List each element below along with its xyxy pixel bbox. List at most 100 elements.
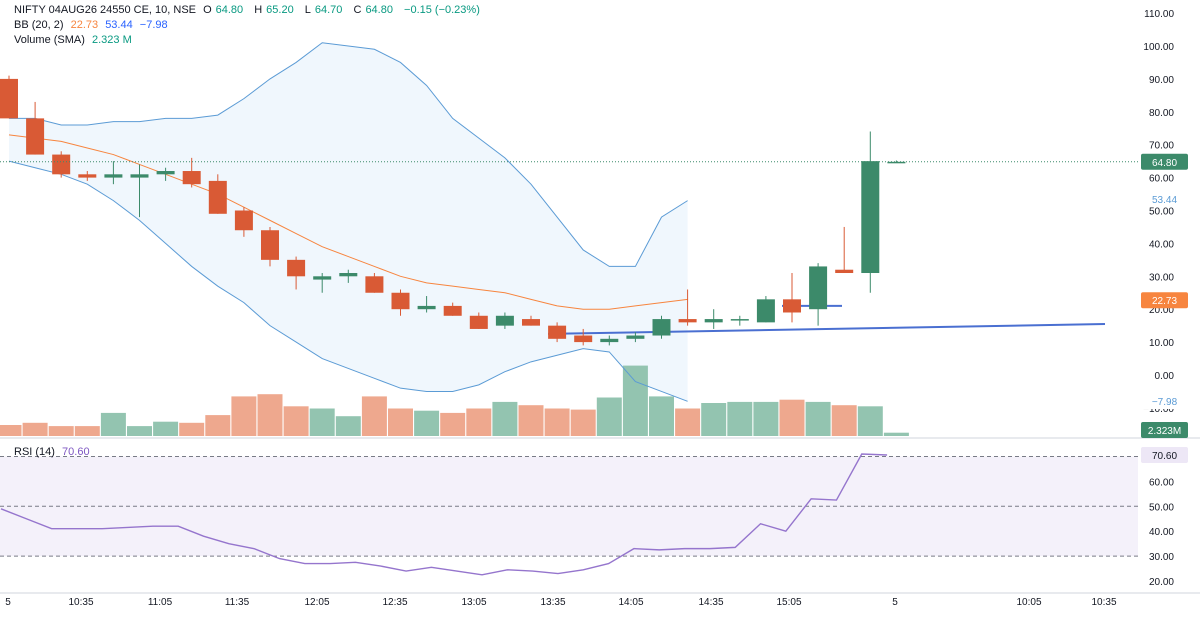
volume-bar [153,421,179,436]
volume-bar [100,412,126,436]
candle-body [835,269,854,274]
volume-bar [283,406,309,436]
rsi-tick-label: 20.00 [1149,577,1174,588]
time-tick-label: 13:05 [461,597,486,608]
ohlc-close: C 64.80 [353,4,393,16]
bb-lower-badge-bg [1141,393,1188,409]
ohlc-high: H 65.20 [254,4,294,16]
volume-bar [22,422,48,436]
volume-legend[interactable]: Volume (SMA) 2.323 M [14,33,136,47]
time-tick-label: 12:35 [382,597,407,608]
bb-mid-line [8,134,688,310]
volume-bar [74,426,100,436]
candle-body [391,292,410,310]
volume-bar [335,416,361,436]
time-tick-label: 14:05 [618,597,643,608]
bb-upper-line [9,42,688,267]
candle-body [287,259,306,277]
volume-bar [753,401,779,436]
volume-bar [857,406,883,436]
price-tick-label: −10.00 [1143,404,1174,415]
rsi-tick-label: 60.00 [1149,477,1174,488]
candle-body [809,266,828,310]
volume-label: Volume (SMA) [14,34,85,46]
candle-body [678,319,697,323]
price-tick-label: 60.00 [1149,174,1174,185]
volume-bar [257,394,283,436]
volume-bar [596,397,622,436]
candle-body [261,230,279,260]
time-tick-label: 12:05 [304,597,329,608]
rsi-legend[interactable]: RSI (14) 70.60 [14,445,94,459]
candle-body [652,319,671,336]
volume-bar [675,408,701,436]
volume-bar [701,403,727,436]
candle-body [0,78,18,119]
bb-lower-line [8,160,688,402]
bb-upper-badge: 53.44 [1152,195,1177,206]
candle-body [182,171,201,185]
candle-body [417,305,436,310]
volume-badge: 2.323M [1148,426,1181,437]
candle-body [548,325,567,339]
candle-body [104,174,123,178]
price-tick-label: 110.00 [1144,9,1174,20]
bb-lower-badge: −7.98 [1152,397,1178,408]
time-tick-label: 5 [892,597,898,608]
rsi-value: 70.60 [62,446,90,458]
bb-legend[interactable]: BB (20, 2) 22.73 53.44 −7.98 [14,18,172,32]
volume-bar [622,365,648,436]
candle-body [130,174,149,178]
bb-mid-badge: 22.73 [1152,296,1177,307]
volume-bar [127,426,152,436]
price-tick-label: 20.00 [1149,305,1174,316]
candle-body [313,276,332,280]
volume-bar [309,408,335,436]
volume-bar [414,410,440,436]
candle-body [861,161,880,274]
time-tick-label: 5 [5,597,11,608]
candle-body [574,335,593,343]
rsi-badge: 70.60 [1152,451,1177,462]
volume-bar [570,409,596,436]
bb-mid-value: 22.73 [70,19,99,31]
volume-bar [205,415,231,436]
time-tick-label: 14:35 [698,597,723,608]
volume-bar [649,396,674,436]
time-tick-label: 10:05 [1016,597,1041,608]
volume-bar [492,401,518,436]
candle-body [78,174,97,178]
last-price-badge: 64.80 [1152,158,1177,169]
volume-bar [361,396,387,436]
rsi-tick-label: 40.00 [1149,527,1174,538]
bb-label: BB (20, 2) [14,19,64,31]
candle-body [704,319,723,323]
time-tick-label: 15:05 [776,597,801,608]
price-legend: NIFTY 04AUG26 24550 CE, 10, NSE O 64.80 H… [14,3,484,17]
rsi-label: RSI (14) [14,446,55,458]
candle-body [365,276,384,293]
price-tick-label: 50.00 [1149,207,1174,218]
candle-body [52,154,71,175]
volume-badge-bg [1141,422,1188,438]
candle-body [495,315,514,326]
bb-upper-value: 53.44 [105,19,133,31]
trendline [547,323,1106,335]
candle-body [756,299,775,323]
candle-body [887,161,906,164]
volume-bar [231,396,257,436]
rsi-tick-label: 50.00 [1149,502,1174,513]
rsi-tick-label: 30.00 [1149,552,1174,563]
rsi-line [0,453,888,576]
volume-bar [388,408,413,436]
time-tick-label: 13:35 [540,597,565,608]
rsi-badge-bg [1141,447,1188,464]
ohlc-open: O 64.80 [203,4,244,16]
volume-bar [518,405,544,436]
time-tick-label: 11:05 [148,597,173,608]
price-tick-label: 90.00 [1149,75,1174,86]
volume-bar [727,401,753,436]
ohlc-low: L 64.70 [304,4,343,16]
bollinger-band-fill [9,42,688,402]
